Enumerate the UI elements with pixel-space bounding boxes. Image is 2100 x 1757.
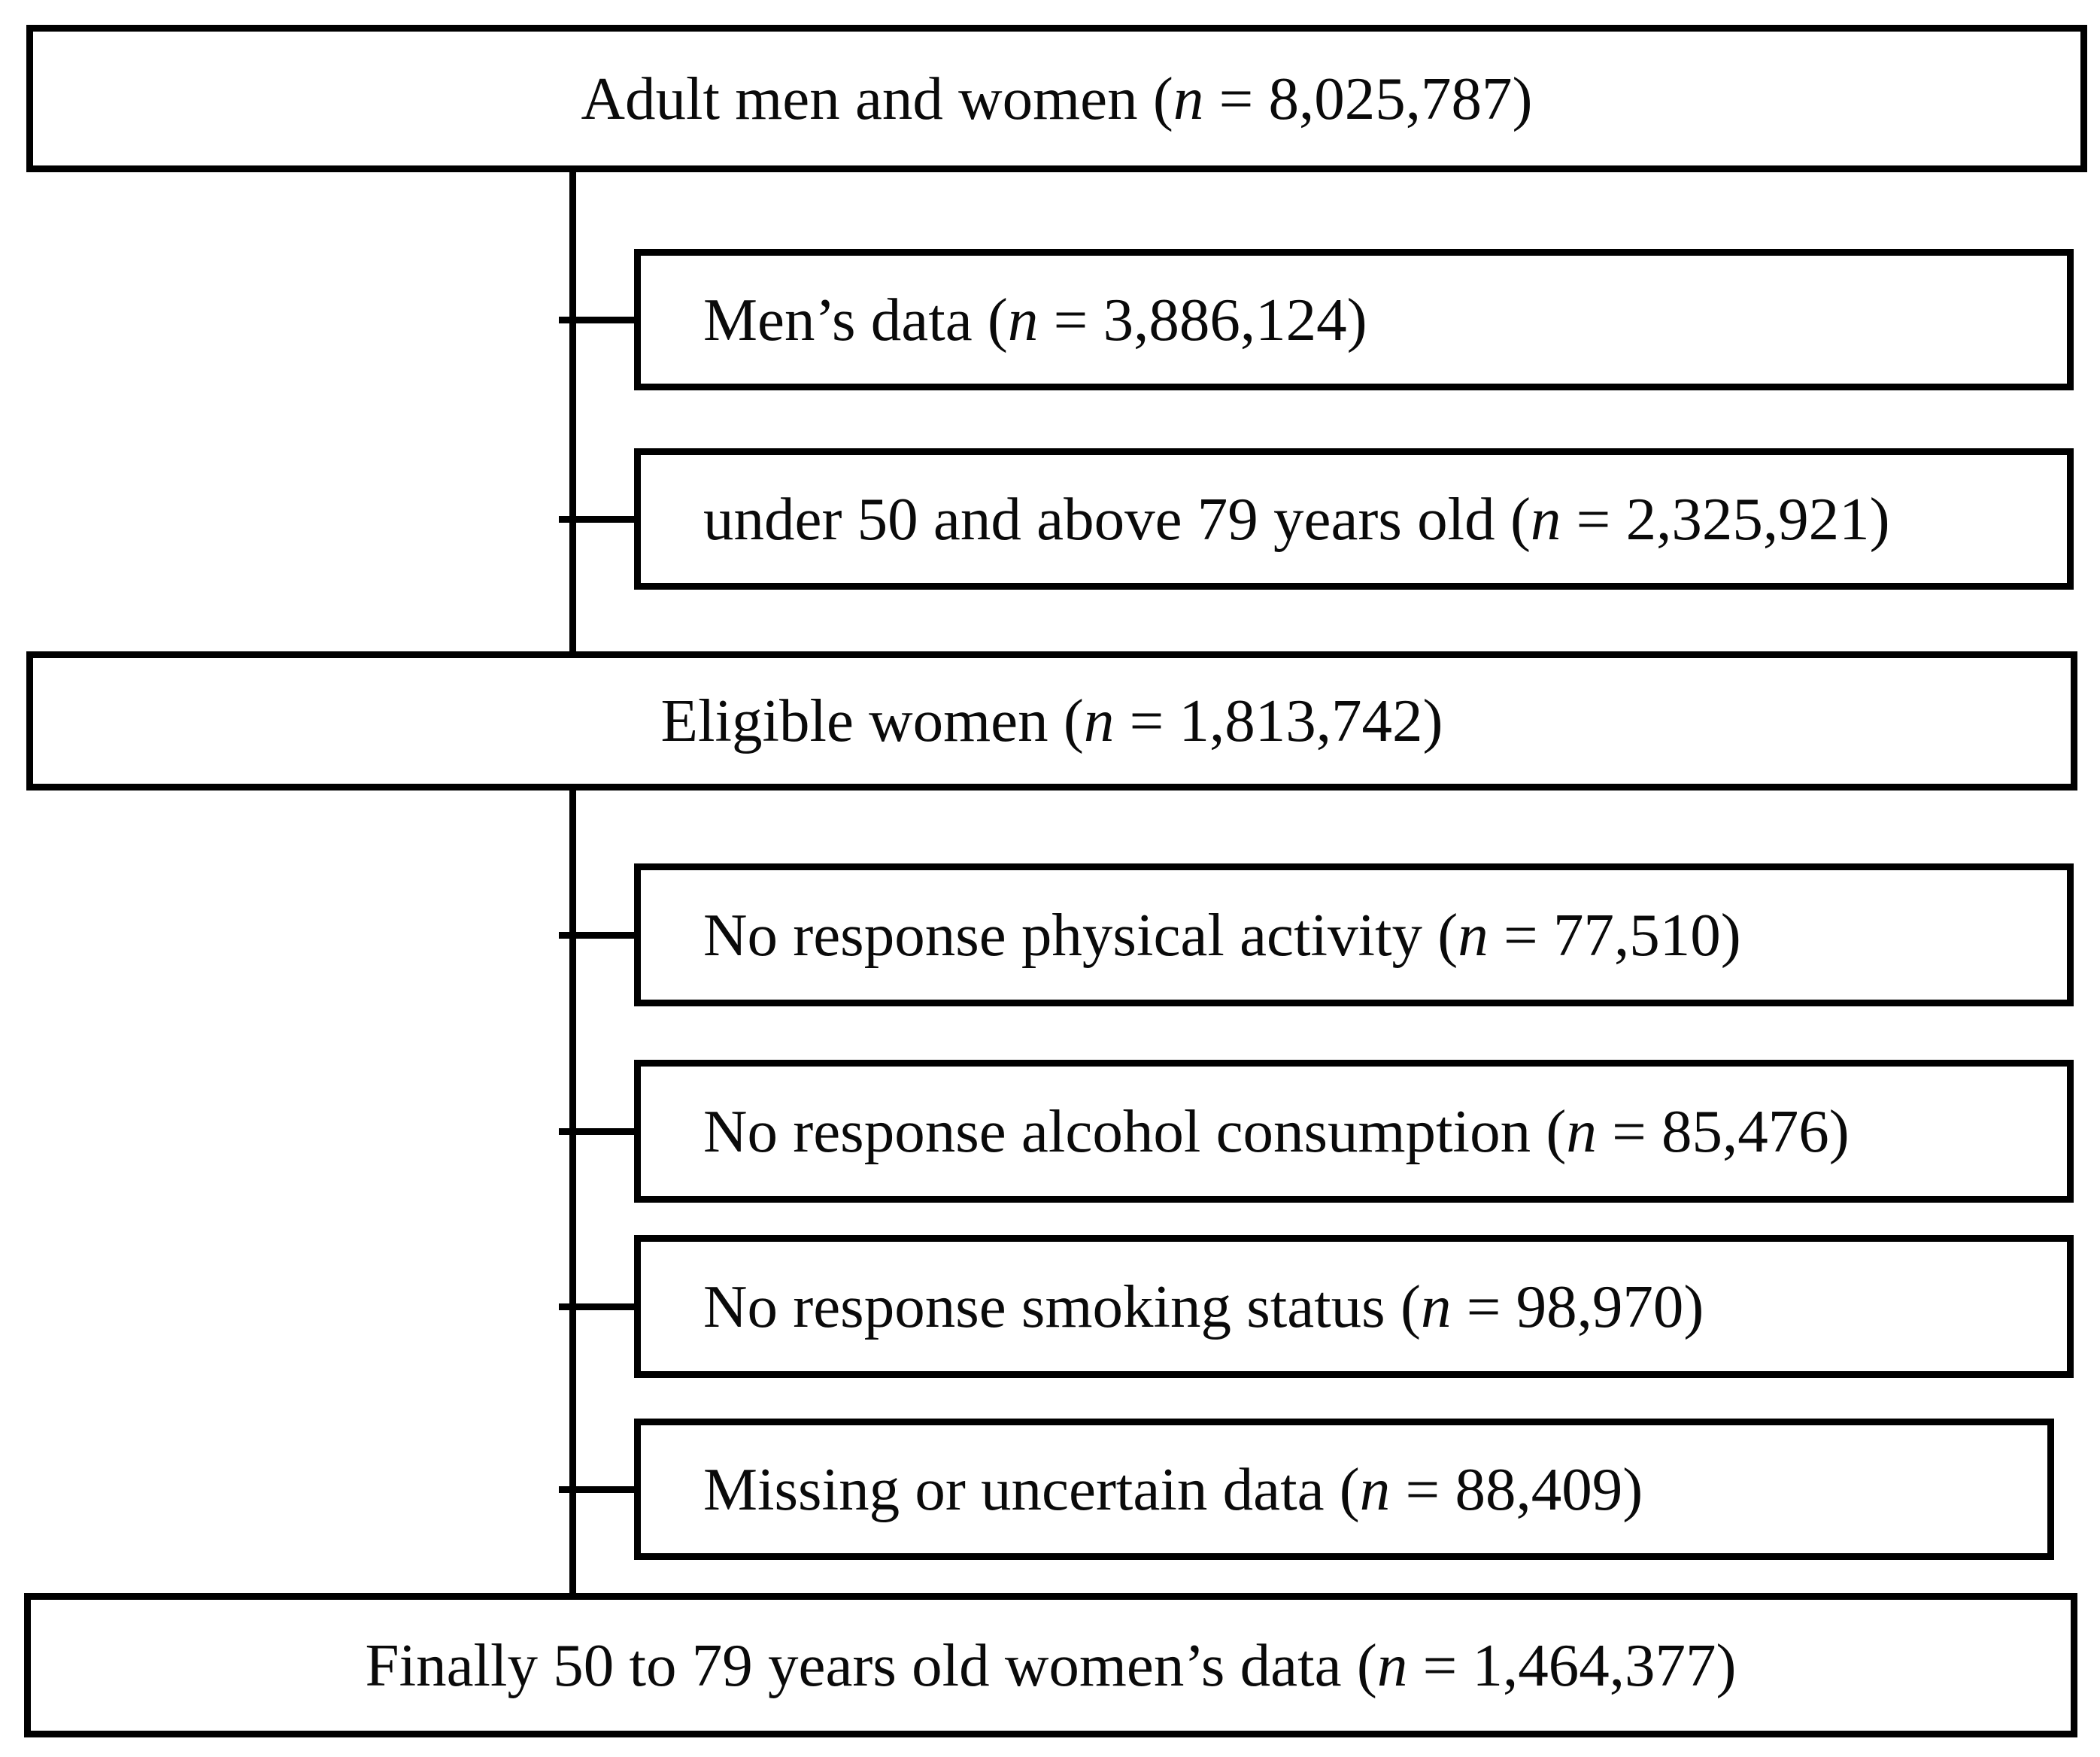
- box-label: No response alcohol consumption: [703, 1097, 1546, 1165]
- n-count: 1,464,377: [1472, 1631, 1716, 1699]
- n-count: 1,813,742: [1179, 687, 1423, 754]
- box-label: Finally 50 to 79 years old women’s data: [365, 1631, 1357, 1699]
- flow-box-age-exclusion: under 50 and above 79 years old (n = 2,3…: [634, 448, 2074, 590]
- paren-open: (: [987, 285, 1008, 354]
- box-text: Adult men and women (n = 8,025,787): [581, 68, 1532, 129]
- box-text: Men’s data (n = 3,886,124): [703, 289, 1367, 350]
- n-count: 2,325,921: [1625, 484, 1870, 553]
- box-text: No response alcohol consumption (n = 85,…: [703, 1100, 1850, 1162]
- box-label: Eligible women: [660, 687, 1064, 754]
- connector-stub-age-exclusion: [559, 516, 636, 523]
- n-symbol: n: [1173, 64, 1204, 132]
- paren-close: ): [1720, 900, 1741, 969]
- n-count: 85,476: [1661, 1097, 1829, 1165]
- paren-close: ): [1716, 1631, 1737, 1699]
- paren-close: ): [1683, 1272, 1704, 1340]
- box-text: No response physical activity (n = 77,51…: [703, 904, 1741, 966]
- flow-box-no-response-smoking: No response smoking status (n = 98,970): [634, 1235, 2074, 1378]
- connector-stub-missing-data: [559, 1486, 636, 1493]
- box-label: under 50 and above 79 years old: [703, 484, 1510, 553]
- box-label: No response smoking status: [703, 1272, 1401, 1340]
- equals-sign: =: [1390, 1455, 1455, 1523]
- flow-box-no-response-alcohol: No response alcohol consumption (n = 85,…: [634, 1060, 2074, 1203]
- paren-open: (: [1437, 900, 1458, 969]
- box-label: Men’s data: [703, 285, 988, 354]
- connector-stub-smoking: [559, 1303, 636, 1310]
- n-symbol: n: [1376, 1631, 1408, 1699]
- n-count: 98,970: [1516, 1272, 1684, 1340]
- box-text: Eligible women (n = 1,813,742): [660, 690, 1443, 751]
- flow-box-final-women-data: Finally 50 to 79 years old women’s data …: [24, 1593, 2077, 1737]
- n-count: 3,886,124: [1103, 285, 1347, 354]
- equals-sign: =: [1451, 1272, 1516, 1340]
- n-count: 77,510: [1552, 900, 1721, 969]
- box-label: Adult men and women: [581, 64, 1153, 132]
- box-text: Missing or uncertain data (n = 88,409): [703, 1458, 1643, 1520]
- flow-box-missing-uncertain-data: Missing or uncertain data (n = 88,409): [634, 1419, 2054, 1560]
- n-count: 88,409: [1455, 1455, 1623, 1523]
- paren-open: (: [1400, 1272, 1421, 1340]
- paren-open: (: [1546, 1097, 1567, 1165]
- box-label: No response physical activity: [703, 900, 1438, 969]
- connector-stub-mens-data: [559, 317, 636, 323]
- paren-close: ): [1828, 1097, 1850, 1165]
- paren-open: (: [1339, 1455, 1360, 1523]
- box-text: No response smoking status (n = 98,970): [703, 1276, 1704, 1337]
- flow-box-mens-data: Men’s data (n = 3,886,124): [634, 249, 2074, 390]
- paren-open: (: [1510, 484, 1531, 553]
- paren-open: (: [1063, 687, 1084, 754]
- paren-close: ): [1622, 1455, 1643, 1523]
- n-symbol: n: [1007, 285, 1039, 354]
- flow-box-adult-men-and-women: Adult men and women (n = 8,025,787): [26, 25, 2087, 172]
- flow-box-eligible-women: Eligible women (n = 1,813,742): [26, 651, 2077, 790]
- n-symbol: n: [1083, 687, 1115, 754]
- box-text: Finally 50 to 79 years old women’s data …: [366, 1634, 1737, 1696]
- equals-sign: =: [1203, 64, 1269, 132]
- equals-sign: =: [1114, 687, 1179, 754]
- n-symbol: n: [1530, 484, 1561, 553]
- flow-box-no-response-physical-activity: No response physical activity (n = 77,51…: [634, 863, 2074, 1006]
- n-symbol: n: [1420, 1272, 1452, 1340]
- n-symbol: n: [1359, 1455, 1391, 1523]
- paren-open: (: [1152, 64, 1173, 132]
- equals-sign: =: [1038, 285, 1103, 354]
- paren-close: ): [1346, 285, 1367, 354]
- equals-sign: =: [1488, 900, 1553, 969]
- equals-sign: =: [1407, 1631, 1473, 1699]
- paren-close: ): [1512, 64, 1533, 132]
- n-count: 8,025,787: [1268, 64, 1513, 132]
- paren-close: ): [1869, 484, 1890, 553]
- n-symbol: n: [1566, 1097, 1597, 1165]
- equals-sign: =: [1561, 484, 1626, 553]
- equals-sign: =: [1596, 1097, 1661, 1165]
- box-label: Missing or uncertain data: [703, 1455, 1340, 1523]
- connector-trunk-line: [569, 171, 576, 1598]
- paren-close: ): [1422, 687, 1443, 754]
- connector-stub-physical-activity: [559, 932, 636, 939]
- paren-open: (: [1356, 1631, 1377, 1699]
- n-symbol: n: [1458, 900, 1489, 969]
- connector-stub-alcohol: [559, 1128, 636, 1135]
- box-text: under 50 and above 79 years old (n = 2,3…: [703, 488, 1890, 550]
